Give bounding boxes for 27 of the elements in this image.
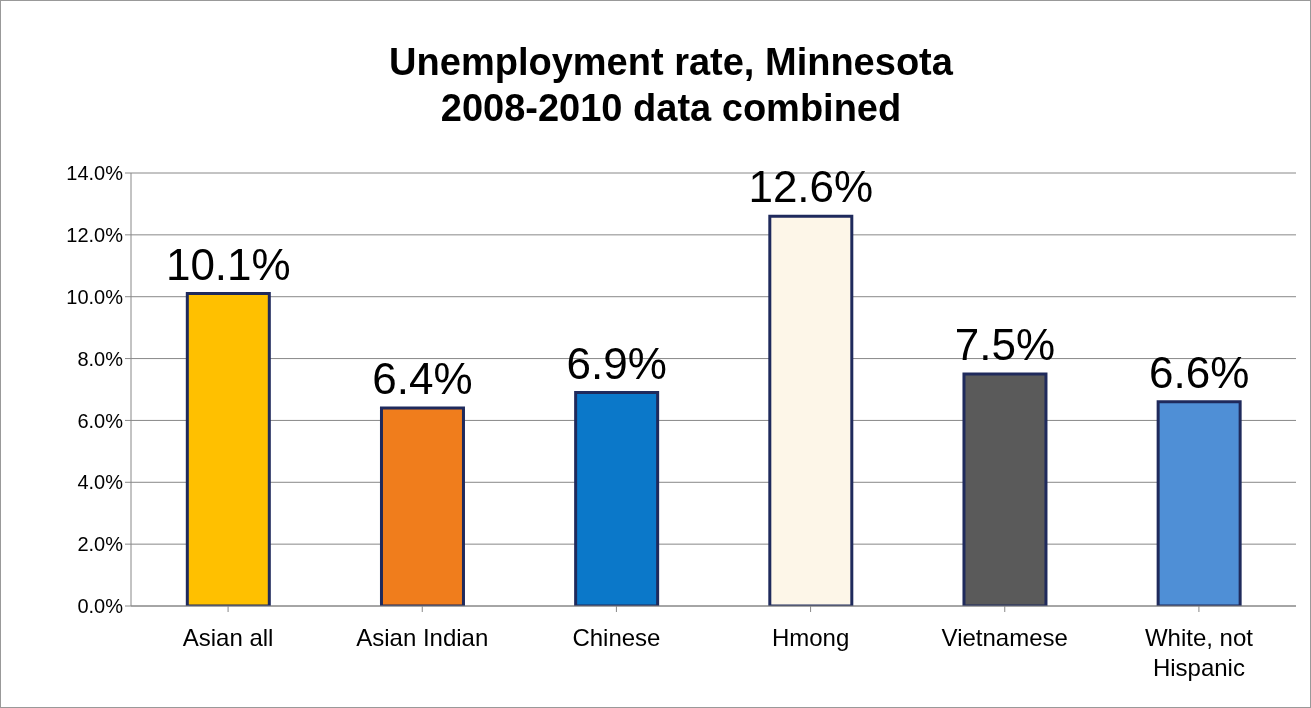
- x-tick-label: White, not Hispanic: [1144, 624, 1254, 681]
- y-tick-label: 4.0%: [77, 471, 124, 494]
- bar: [768, 214, 854, 606]
- y-tick-label: 8.0%: [77, 347, 124, 370]
- data-label: 6.9%: [566, 338, 667, 388]
- x-tick-label: Asian Indian: [356, 624, 489, 651]
- data-label: 6.4%: [372, 354, 473, 404]
- data-label: 10.1%: [165, 239, 291, 289]
- y-tick-label: 2.0%: [77, 533, 124, 556]
- bar: [962, 372, 1048, 606]
- y-tick-label: 6.0%: [77, 409, 124, 432]
- bar: [379, 406, 465, 606]
- y-tick-label: 0.0%: [77, 595, 124, 618]
- bar: [574, 391, 660, 606]
- bar: [185, 292, 271, 606]
- y-tick-label: 12.0%: [66, 223, 124, 246]
- x-tick-label: Chinese: [572, 624, 661, 651]
- data-label: 12.6%: [748, 162, 874, 212]
- data-label: 7.5%: [954, 320, 1056, 370]
- bar: [1156, 400, 1242, 606]
- y-tick-label: 10.0%: [66, 285, 124, 308]
- chart-title: Unemployment rate, Minnesota 2008-2010 data combined: [388, 40, 954, 131]
- x-tick-label: Hmong: [771, 624, 850, 651]
- x-tick-label: Vietnamese: [941, 624, 1068, 651]
- x-tick-label: Asian all: [182, 624, 274, 651]
- data-label: 6.6%: [1148, 347, 1250, 397]
- y-tick-label: 14.0%: [66, 162, 124, 185]
